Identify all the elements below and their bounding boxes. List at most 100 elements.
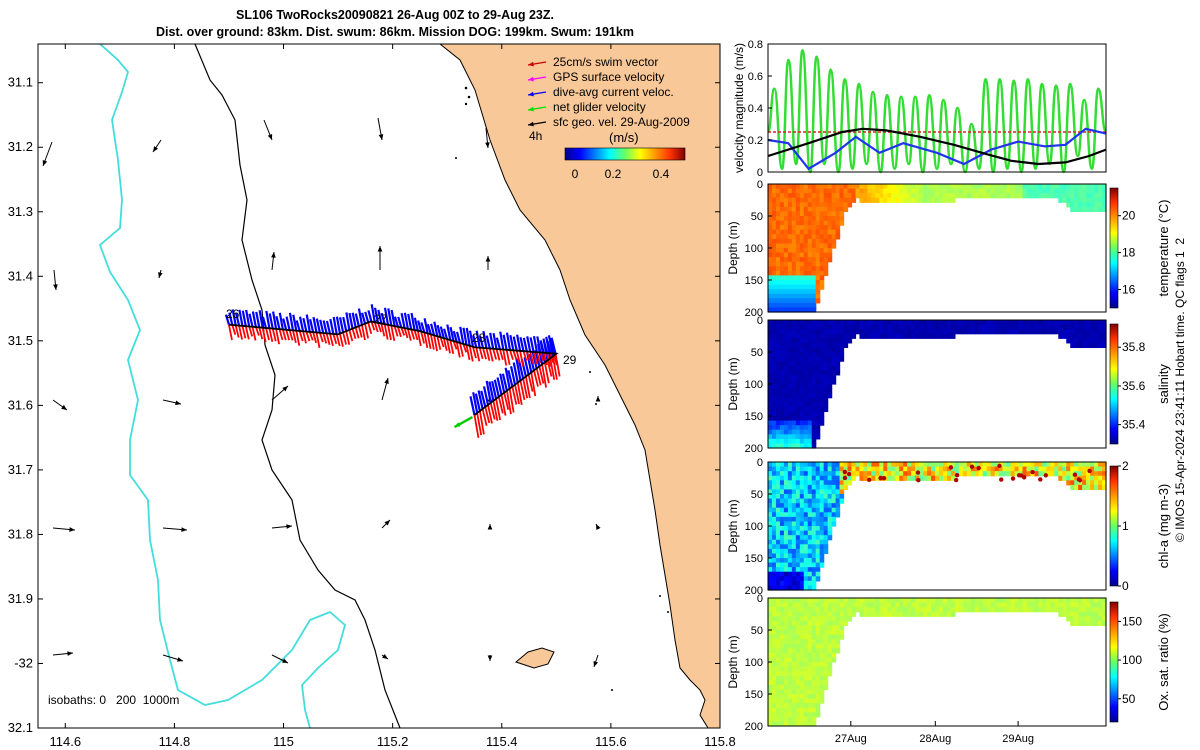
section-oxygen-saturation: 0 50 100 150 200 Depth (m) 50 100 150 Ox. sat. ra…	[726, 593, 1171, 733]
section-data-cells	[768, 462, 1107, 591]
section-ylabel: Depth (m)	[726, 357, 740, 410]
geo-arrow	[595, 523, 601, 530]
section-salinity: 0 50 100 150 200 Depth (m) 35.4 35.6 35.8 salinit…	[726, 315, 1171, 455]
map-colorbar-tick: 0.2	[605, 167, 622, 181]
geo-arrow	[53, 269, 58, 291]
map-ytick-label: 31.5	[8, 333, 33, 348]
geo-arrow	[52, 399, 68, 411]
section-colorbar	[1109, 601, 1119, 723]
section-ylabel: Depth (m)	[726, 635, 740, 688]
section-data-cells	[768, 598, 1107, 727]
net-glider-velocity-arrow	[453, 415, 474, 429]
map-ytick-label: 31.8	[8, 526, 33, 541]
isobaths-label: isobaths: 0 200 1000m	[48, 693, 179, 707]
section-colorbar-title: salinity	[1156, 364, 1171, 404]
map-ytick-label: 31.3	[8, 204, 33, 219]
section-colorbar-label: 2	[1122, 459, 1129, 473]
section-colorbar-label: 150	[1122, 614, 1142, 628]
section-colorbar	[1109, 187, 1119, 309]
geo-arrow	[152, 139, 162, 153]
section-colorbar	[1109, 323, 1119, 445]
geo-arrow	[381, 653, 389, 660]
figure-title-line-1: SL106 TwoRocks20090821 26-Aug 00Z to 29-…	[236, 8, 554, 22]
section-ytick-label: 0	[757, 457, 763, 469]
legend-arrow	[527, 61, 547, 67]
map-colorbar-ticks: 0 0.2 0.4	[572, 167, 670, 181]
geo-arrow	[52, 527, 76, 532]
map-panel: 26 27 28 29 isobaths: 0 200 1000m 25cm/s…	[8, 43, 736, 749]
legend-arrow	[527, 91, 547, 97]
legend-label: dive-avg current veloc.	[553, 85, 674, 99]
section-ytick-label: 200	[745, 721, 763, 733]
geo-arrow	[595, 396, 601, 402]
map-ytick-label: -32	[14, 655, 33, 670]
day-label-28: 28	[472, 331, 486, 345]
geo-arrow	[485, 256, 491, 270]
section-data-cells	[768, 184, 1107, 313]
section-ytick-label: 150	[745, 411, 763, 423]
map-xtick-label: 115.2	[377, 734, 409, 749]
velocity-ytick-label: 0.8	[748, 39, 763, 51]
section-ytick-label: 50	[751, 489, 763, 501]
colorbar-title: (m/s)	[609, 130, 639, 145]
section-ytick-label: 150	[745, 689, 763, 701]
legend-arrow	[527, 76, 547, 82]
section-ytick-label: 50	[751, 211, 763, 223]
coast-dots	[455, 86, 669, 691]
velocity-plot-area	[768, 44, 1106, 172]
map-xtick-label: 115.8	[704, 734, 736, 749]
velocity-axes: 0 0.2 0.4 0.6 0.8	[748, 39, 772, 179]
section-ytick-label: 50	[751, 347, 763, 359]
section-ytick-label: 100	[745, 243, 763, 255]
velocity-ytick-label: 0.4	[748, 103, 763, 115]
glider-track-line	[228, 320, 559, 416]
map-colorbar	[564, 147, 686, 161]
section-ytick-label: 100	[745, 379, 763, 391]
geo-arrow	[162, 527, 188, 532]
series-sfc-geo-velocity	[767, 127, 1107, 166]
map-frame	[37, 43, 721, 729]
velocity-ytick-label: 0.6	[748, 71, 763, 83]
section-ylabel: Depth (m)	[726, 221, 740, 274]
geo-arrow	[271, 385, 289, 401]
section-ytick-label: 0	[757, 593, 763, 605]
geo-arrow	[271, 524, 293, 529]
geo-arrow	[377, 246, 383, 270]
section-ylabel: Depth (m)	[726, 499, 740, 552]
time-tick-label: 28Aug	[919, 733, 951, 745]
section-ytick-label: 100	[745, 657, 763, 669]
map-xtick-label: 114.8	[159, 734, 191, 749]
swim-vectors	[228, 321, 561, 439]
geo-arrow	[487, 655, 493, 661]
legend-label: net glider velocity	[553, 100, 646, 114]
velocity-ylabel: velocity magnitude (m/s)	[732, 43, 746, 173]
section-ytick-label: 200	[745, 443, 763, 455]
imos-credit: © IMOS 15-Apr-2024 23:41:11 Hobart time.…	[1173, 238, 1187, 542]
map-xtick-label: 115.6	[595, 734, 627, 749]
map-ytick-label: 31.9	[8, 591, 33, 606]
section-ytick-label: 50	[751, 625, 763, 637]
section-colorbar-label: 0	[1122, 579, 1129, 593]
series-net-glider-velocity	[766, 49, 1108, 174]
section-ytick-label: 200	[745, 585, 763, 597]
map-ytick-label: 31.2	[8, 139, 33, 154]
section-colorbar-label: 18	[1122, 246, 1136, 260]
geo-arrow	[377, 117, 384, 141]
legend-label: GPS surface velocity	[553, 70, 664, 84]
velocity-ytick-label: 0.2	[748, 135, 763, 147]
legend-arrow	[527, 121, 547, 127]
map-axes: 114.6 114.8 115 115.2 115.4 115.6 115.8 31.1 31.…	[8, 44, 736, 749]
section-chl-a: 0 50 100 150 200 Depth (m) 0 1 2 chl-a (mg m-3)	[726, 457, 1171, 597]
isobath-200m	[194, 44, 401, 728]
geo-arrow	[158, 269, 163, 279]
dive-avg-current-vectors	[224, 304, 557, 416]
geo-arrow	[263, 119, 273, 141]
legend-label: 25cm/s swim vector	[553, 55, 658, 69]
section-colorbar-title: temperature (°C)	[1156, 200, 1171, 297]
legend-time-label: 4h	[529, 129, 542, 143]
map-xtick-label: 115.4	[486, 734, 518, 749]
land-area	[439, 44, 720, 728]
geo-arrow	[271, 251, 276, 271]
section-colorbar	[1109, 465, 1119, 587]
